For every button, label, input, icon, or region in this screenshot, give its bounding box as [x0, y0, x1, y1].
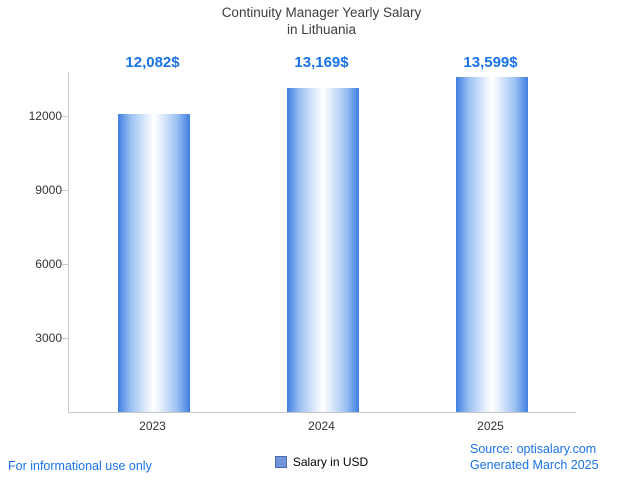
source-info: Source: optisalary.com Generated March 2… — [470, 441, 599, 473]
legend: Salary in USD — [0, 455, 643, 469]
plot-area — [68, 72, 576, 413]
generated-date: Generated March 2025 — [470, 458, 599, 472]
y-axis-tick-mark — [62, 264, 68, 266]
y-axis-tick-label: 3000 — [35, 331, 62, 346]
bar-value-label: 13,169$ — [294, 54, 349, 71]
x-axis-tick-label: 2024 — [308, 419, 335, 433]
y-axis-tick-mark — [62, 190, 68, 192]
y-axis-tick-label: 6000 — [35, 257, 62, 272]
source-link[interactable]: optisalary.com — [516, 442, 597, 456]
y-axis-tick-label: 12000 — [28, 109, 62, 124]
disclaimer-text: For informational use only — [8, 459, 152, 473]
chart-title: Continuity Manager Yearly Salary in Lith… — [0, 4, 643, 38]
legend-swatch-icon — [274, 456, 287, 468]
bar-2025 — [455, 76, 528, 412]
y-axis-tick-mark — [62, 116, 68, 118]
y-axis-tick-mark — [62, 338, 68, 340]
y-axis-tick-label: 9000 — [35, 183, 62, 198]
bar-2024 — [286, 87, 359, 412]
bar-2023 — [117, 114, 190, 412]
source-line: Source: optisalary.com — [470, 441, 599, 457]
bar-value-label: 13,599$ — [463, 54, 518, 71]
x-axis-tick-label: 2023 — [139, 419, 166, 433]
source-prefix: Source: — [470, 442, 517, 456]
x-axis-tick-label: 2025 — [477, 419, 504, 433]
bar-value-label: 12,082$ — [125, 54, 180, 71]
chart-title-line2: in Lithuania — [286, 22, 357, 37]
legend-label: Salary in USD — [292, 455, 369, 469]
chart-title-line1: Continuity Manager Yearly Salary — [221, 5, 422, 20]
